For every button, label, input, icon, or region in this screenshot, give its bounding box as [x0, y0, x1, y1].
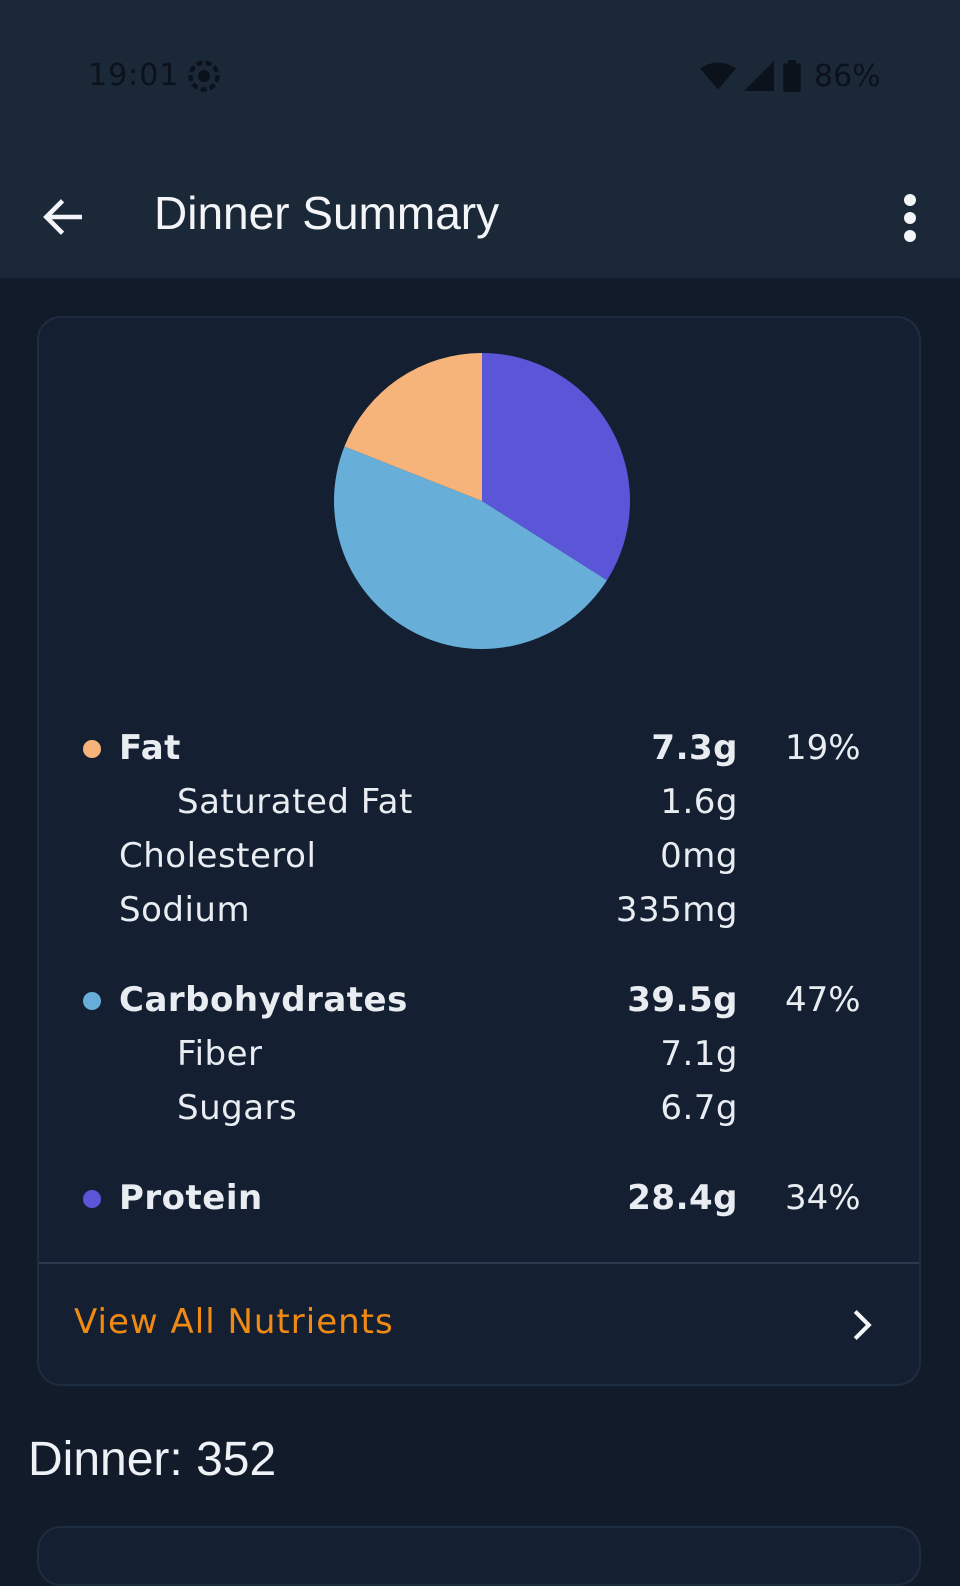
nutrient-label: Protein — [119, 1178, 263, 1218]
nutrient-label: Cholesterol — [119, 836, 317, 876]
macronutrient-pie-chart — [333, 353, 630, 650]
nutrient-amount: 6.7g — [660, 1088, 738, 1128]
battery-icon — [783, 60, 801, 92]
nutrient-label: Fat — [119, 728, 181, 768]
battery-percent: 86% — [814, 58, 881, 94]
pie-slice-protein — [482, 353, 630, 581]
status-bar: 19:01 86% — [0, 0, 960, 150]
nutrient-label: Carbohydrates — [119, 980, 408, 1020]
nutrient-label: Fiber — [177, 1034, 263, 1074]
nutrient-row-fiber: Fiber 7.1g — [39, 1029, 923, 1079]
nutrient-row-cholesterol: Cholesterol 0mg — [39, 831, 923, 881]
meal-calories-heading: Dinner: 352 — [28, 1433, 277, 1486]
nutrient-row-sugars: Sugars 6.7g — [39, 1083, 923, 1133]
wifi-icon — [700, 62, 736, 90]
app-bar: Dinner Summary — [0, 150, 960, 278]
back-arrow-icon[interactable] — [38, 192, 88, 242]
fat-legend-dot — [83, 740, 101, 758]
nutrient-row-sodium: Sodium 335mg — [39, 885, 923, 935]
nutrient-amount: 7.3g — [651, 728, 738, 768]
nutrient-label: Sugars — [177, 1088, 298, 1128]
status-icons: 86% — [700, 58, 881, 94]
nutrient-percent: 19% — [785, 728, 861, 768]
nutrient-amount: 39.5g — [627, 980, 738, 1020]
nutrient-amount: 0mg — [660, 836, 738, 876]
nutrient-label: Sodium — [119, 890, 251, 930]
view-all-nutrients-label: View All Nutrients — [74, 1302, 394, 1342]
meal-items-card — [37, 1526, 921, 1586]
nutrient-percent: 34% — [785, 1178, 861, 1218]
nutrient-percent: 47% — [785, 980, 861, 1020]
nutrient-label: Saturated Fat — [177, 782, 413, 822]
card-divider — [39, 1262, 919, 1264]
settings-sync-icon — [188, 60, 220, 92]
status-time: 19:01 — [88, 58, 180, 93]
nutrition-summary-card: Fat 7.3g 19% Saturated Fat 1.6g Choleste… — [37, 316, 921, 1386]
protein-legend-dot — [83, 1190, 101, 1208]
page-title: Dinner Summary — [154, 187, 500, 239]
nutrient-amount: 7.1g — [660, 1034, 738, 1074]
nutrient-amount: 1.6g — [660, 782, 738, 822]
nutrient-amount: 28.4g — [627, 1178, 738, 1218]
nutrient-row-fat: Fat 7.3g 19% — [39, 723, 923, 773]
pie-slice-fat — [344, 353, 482, 501]
carbs-legend-dot — [83, 992, 101, 1010]
signal-icon — [744, 61, 774, 91]
chevron-right-icon — [853, 1309, 872, 1341]
nutrient-amount: 335mg — [615, 890, 738, 930]
nutrient-row-protein: Protein 28.4g 34% — [39, 1173, 923, 1223]
nutrient-row-carbohydrates: Carbohydrates 39.5g 47% — [39, 975, 923, 1025]
nutrient-row-saturated-fat: Saturated Fat 1.6g — [39, 777, 923, 827]
more-vert-icon[interactable] — [890, 190, 930, 246]
view-all-nutrients-button[interactable]: View All Nutrients — [39, 1264, 919, 1384]
pie-slice-carbohydrates — [333, 446, 607, 650]
